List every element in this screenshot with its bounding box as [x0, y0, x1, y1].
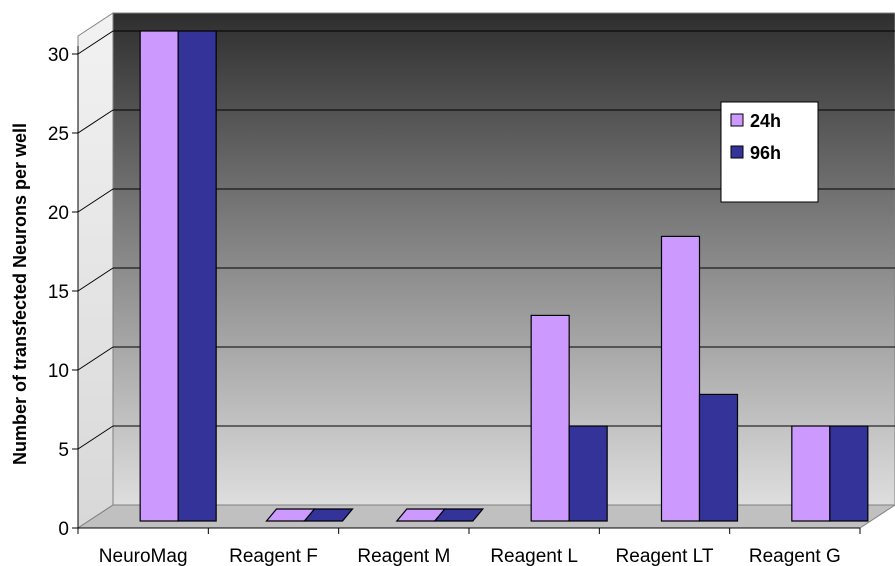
bar-24h-reagent-lt	[660, 235, 701, 522]
bar-96h-reagent-lt	[698, 393, 739, 522]
bar-96h-neuromag	[177, 30, 217, 522]
legend-label-96h: 96h	[750, 143, 781, 163]
x-tick-label: Reagent G	[749, 546, 841, 566]
y-tick-label: 20	[48, 203, 69, 224]
bar-24h-reagent-l	[530, 314, 570, 522]
gridline-side	[77, 267, 114, 292]
x-tick-label: Reagent LT	[616, 546, 714, 566]
gridline-side	[77, 346, 114, 371]
gridline-side	[77, 425, 114, 450]
y-tick-label: 0	[58, 519, 69, 540]
gridline-side	[77, 30, 114, 55]
legend-swatch-96h	[730, 145, 744, 159]
gridline-side	[77, 109, 114, 134]
bar-24h-reagent-g	[791, 425, 831, 522]
y-tick-label: 5	[58, 440, 69, 461]
legend-swatch-24h	[730, 113, 744, 127]
bar-96h-reagent-m	[433, 508, 485, 522]
y-tick-label: 30	[48, 45, 69, 66]
bar-24h-neuromag	[139, 30, 179, 522]
legend: 24h 96h	[720, 101, 819, 203]
x-tick-label: Reagent L	[490, 546, 578, 566]
y-tick-label: 10	[48, 361, 69, 382]
y-tick-label: 15	[48, 282, 69, 303]
legend-label-24h: 24h	[750, 111, 781, 131]
plot-side-wall	[77, 12, 114, 529]
bar-96h-reagent-l	[568, 425, 608, 522]
x-tick-label: Reagent F	[229, 546, 318, 566]
gridline-side	[77, 188, 114, 213]
bar-96h-reagent-f	[303, 508, 354, 522]
x-axis: NeuroMag Reagent F Reagent M Reagent L Reage…	[77, 527, 861, 566]
plot-back-wall	[112, 12, 895, 506]
y-tick-label: 25	[48, 124, 69, 145]
x-tick-label: NeuroMag	[99, 546, 188, 566]
bar-96h-reagent-g	[829, 425, 869, 522]
y-axis: 0 5 10 15 20 25 30	[48, 45, 79, 540]
x-tick-label: Reagent M	[357, 546, 450, 566]
bars	[139, 30, 869, 522]
y-axis-title: Number of transfected Neurons per well	[10, 123, 30, 465]
